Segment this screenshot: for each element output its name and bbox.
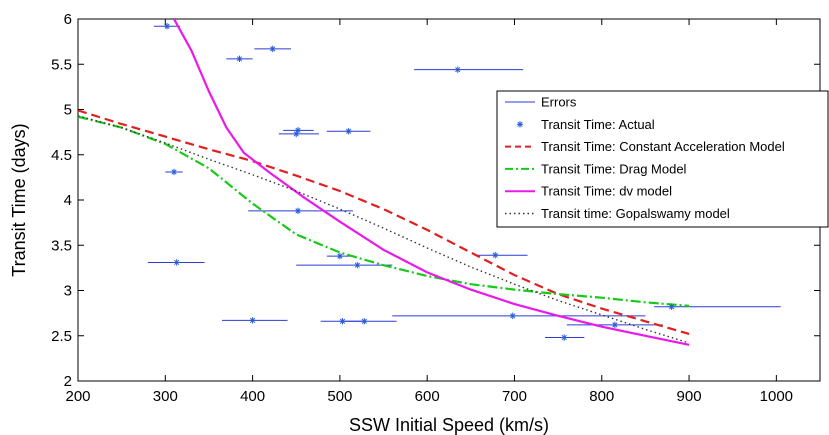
data-point-stroke <box>561 334 567 341</box>
data-point-stroke <box>337 253 343 259</box>
x-tick-label: 800 <box>589 388 614 405</box>
series-line-constant-acceleration <box>78 109 690 335</box>
data-point-stroke <box>270 46 276 52</box>
data-point <box>454 66 461 73</box>
data-point-stroke <box>612 322 618 328</box>
data-point <box>170 168 178 176</box>
legend-label: Transit Time: Actual <box>541 117 655 132</box>
series-line-dv <box>173 19 690 346</box>
legend-swatch-marker <box>516 121 524 128</box>
data-point <box>345 128 352 135</box>
data-point <box>269 45 276 53</box>
y-tick-label: 5.5 <box>51 56 72 73</box>
x-tick-label: 200 <box>65 388 90 405</box>
data-point <box>294 207 302 215</box>
data-point-stroke <box>669 304 675 310</box>
data-point-stroke <box>346 128 352 134</box>
legend-item: Transit time: Gopalswamy model <box>505 206 730 221</box>
data-point-stroke <box>293 131 299 137</box>
legend-label: Errors <box>541 95 577 110</box>
data-point <box>173 259 180 266</box>
legend-box <box>496 90 829 228</box>
data-point <box>293 130 300 138</box>
data-point-stroke <box>354 262 360 268</box>
x-axis-label: SSW Initial Speed (km/s) <box>349 415 549 435</box>
y-tick-label: 2.5 <box>51 328 72 345</box>
data-point-stroke <box>455 67 461 73</box>
data-point-stroke <box>295 208 301 214</box>
data-point-stroke <box>492 252 498 258</box>
data-point <box>361 318 368 325</box>
legend-label: Transit Time: Constant Acceleration Mode… <box>541 139 785 154</box>
legend-item: Errors <box>505 95 577 110</box>
data-point-stroke <box>249 317 256 323</box>
data-point-stroke <box>236 56 243 62</box>
y-tick-label: 5 <box>64 102 72 119</box>
data-point-stroke <box>517 121 523 127</box>
data-point-stroke <box>361 318 367 324</box>
y-tick-label: 4 <box>64 192 72 209</box>
series-line-gopalswamy <box>78 115 690 344</box>
legend-label: Transit Time: Drag Model <box>541 161 687 176</box>
data-point <box>249 317 256 324</box>
x-tick-label: 300 <box>153 388 178 405</box>
data-point <box>611 321 619 329</box>
y-tick-label: 6 <box>64 11 72 28</box>
legend-item: Transit Time: dv model <box>505 184 672 199</box>
data-point <box>236 55 243 63</box>
data-point <box>561 334 568 341</box>
data-point-stroke <box>339 318 346 324</box>
legend-item: Transit Time: Drag Model <box>505 161 687 176</box>
data-point <box>492 252 499 259</box>
series-line-drag <box>78 115 690 307</box>
x-tick-label: 700 <box>502 388 527 405</box>
data-point <box>668 303 675 310</box>
data-point-stroke <box>174 259 180 266</box>
legend-label: Transit Time: dv model <box>541 184 672 199</box>
y-axis-label: Transit Time (days) <box>9 123 29 276</box>
legend: Errors Transit Time: Actual Transit Time: … <box>496 90 829 228</box>
series-layer <box>78 19 781 346</box>
x-tick-label: 400 <box>240 388 265 405</box>
x-tick-label: 600 <box>415 388 440 405</box>
x-tick-label: 900 <box>677 388 702 405</box>
y-tick-label: 3.5 <box>51 237 72 254</box>
data-point <box>509 312 516 320</box>
x-tick-label: 500 <box>327 388 352 405</box>
y-tick-label: 2 <box>64 373 72 390</box>
data-point <box>339 318 346 325</box>
legend-label: Transit time: Gopalswamy model <box>541 206 730 221</box>
legend-item: Transit Time: Constant Acceleration Mode… <box>505 139 785 154</box>
data-point-stroke <box>510 313 516 319</box>
ticks-layer: 200 300 400 500 600 700 800 900 1000 2 2.5 3 3.5 4 4.5… <box>51 11 820 405</box>
y-tick-label: 4.5 <box>51 147 72 164</box>
data-point-stroke <box>164 23 170 29</box>
data-point <box>336 252 344 260</box>
data-point-stroke <box>171 169 177 175</box>
y-tick-label: 3 <box>64 283 72 300</box>
legend-item: Transit Time: Actual <box>516 117 655 132</box>
x-tick-label: 1000 <box>760 388 793 405</box>
data-point <box>354 261 361 269</box>
